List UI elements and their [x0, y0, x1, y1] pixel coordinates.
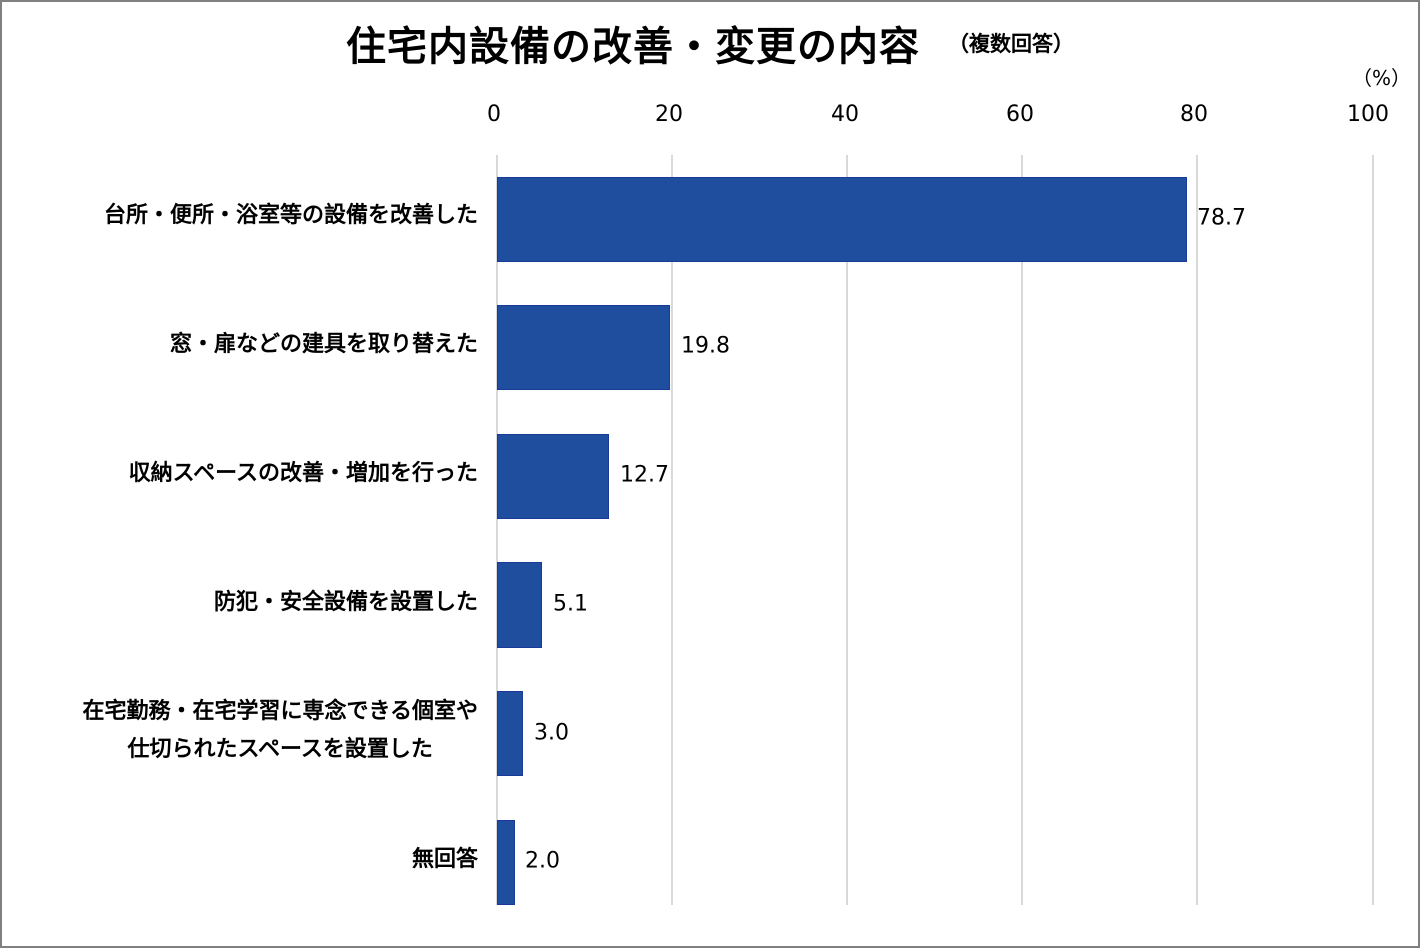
value-label: 2.0 [525, 848, 560, 874]
value-label: 12.7 [620, 462, 669, 488]
gridline-40 [846, 155, 848, 905]
category-label: 無回答 [411, 847, 478, 872]
value-label: 19.8 [681, 333, 730, 359]
x-tick-0: 0 [487, 102, 501, 127]
chart-header: 住宅内設備の改善・変更の内容 （複数回答） [0, 14, 1420, 72]
x-tick-20: 20 [655, 102, 683, 127]
gridline-80 [1196, 155, 1198, 905]
gridline-0 [496, 155, 498, 905]
x-tick-60: 60 [1006, 102, 1034, 127]
value-label: 3.0 [534, 720, 569, 746]
category-label-line2: 仕切られたスペースを設置した [127, 737, 433, 762]
axis-unit-label: （%） [1352, 66, 1412, 90]
category-label-line1: 在宅勤務・在宅学習に専念できる個室や [82, 699, 478, 724]
category-label: 窓・扉などの建具を取り替えた [169, 332, 478, 357]
gridline-20 [671, 155, 673, 905]
x-tick-80: 80 [1180, 102, 1208, 127]
bar-storage [497, 434, 609, 519]
chart-title: 住宅内設備の改善・変更の内容 [346, 24, 920, 70]
x-tick-40: 40 [831, 102, 859, 127]
bar-security [497, 562, 542, 648]
gridline-100 [1372, 155, 1374, 905]
value-label: 78.7 [1197, 205, 1246, 231]
x-tick-100: 100 [1347, 102, 1389, 127]
category-label: 収納スペースの改善・増加を行った [128, 461, 478, 486]
gridline-60 [1021, 155, 1023, 905]
bar-windows-doors [497, 305, 670, 390]
value-label: 5.1 [553, 591, 588, 617]
bar-home-office [497, 691, 523, 776]
bar-no-answer [497, 820, 515, 905]
category-label-multiline: 在宅勤務・在宅学習に専念できる個室や 仕切られたスペースを設置した [82, 693, 478, 769]
bar-kitchen-bath [497, 177, 1187, 262]
category-label: 台所・便所・浴室等の設備を改善した [103, 203, 478, 228]
chart-subtitle: （複数回答） [948, 32, 1074, 56]
category-label: 防犯・安全設備を設置した [213, 590, 478, 615]
